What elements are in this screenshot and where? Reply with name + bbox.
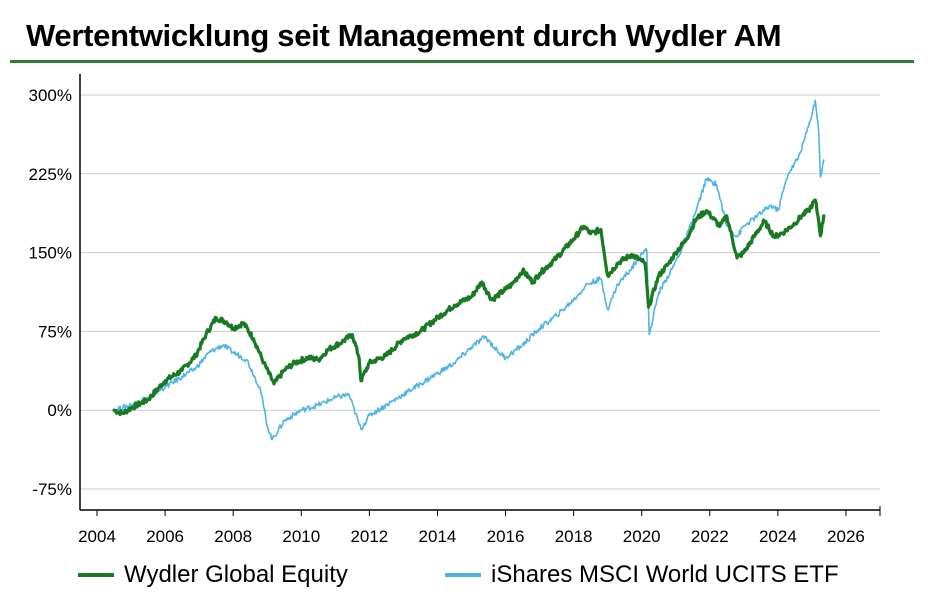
x-tick-label: 2022 [691, 527, 729, 546]
x-tick-label: 2010 [282, 527, 320, 546]
y-tick-label: 300% [29, 86, 72, 105]
x-tick-label: 2016 [487, 527, 525, 546]
gridlines [80, 94, 880, 490]
x-tick-label: 2008 [214, 527, 252, 546]
x-tick-label: 2026 [827, 527, 865, 546]
series-line-msci [113, 99, 825, 441]
x-axis-tick-labels: 2004 2006 2008 2010 2012 2014 2016 2018 2020 2022… [78, 527, 865, 546]
legend-item-wydler: Wydler Global Equity [78, 559, 348, 591]
x-tick-label: 2018 [555, 527, 593, 546]
legend-swatch-wydler [78, 573, 114, 577]
x-tick-label: 2012 [350, 527, 388, 546]
y-axis-tick-labels: -75% 0% 75% 150% 225% 300% [29, 86, 72, 499]
y-tick-label: 75% [38, 322, 72, 341]
y-tick-label: -75% [32, 480, 72, 499]
x-tick-label: 2006 [146, 527, 184, 546]
legend-item-msci: iShares MSCI World UCITS ETF [445, 559, 839, 591]
series-lines [112, 99, 826, 441]
legend-swatch-msci [445, 573, 481, 577]
x-tick-label: 2020 [623, 527, 661, 546]
legend-label-wydler: Wydler Global Equity [124, 561, 348, 588]
axes [79, 74, 881, 516]
y-tick-label: 150% [29, 244, 72, 263]
x-tick-label: 2014 [419, 527, 457, 546]
y-tick-label: 0% [47, 401, 72, 420]
x-tick-label: 2004 [78, 527, 116, 546]
page-title: Wertentwicklung seit Management durch Wy… [26, 18, 782, 53]
x-tick-label: 2024 [759, 527, 797, 546]
title-underline [10, 60, 914, 63]
y-tick-label: 225% [29, 165, 72, 184]
legend-label-msci: iShares MSCI World UCITS ETF [491, 561, 839, 588]
series-line-wydler [112, 198, 826, 417]
